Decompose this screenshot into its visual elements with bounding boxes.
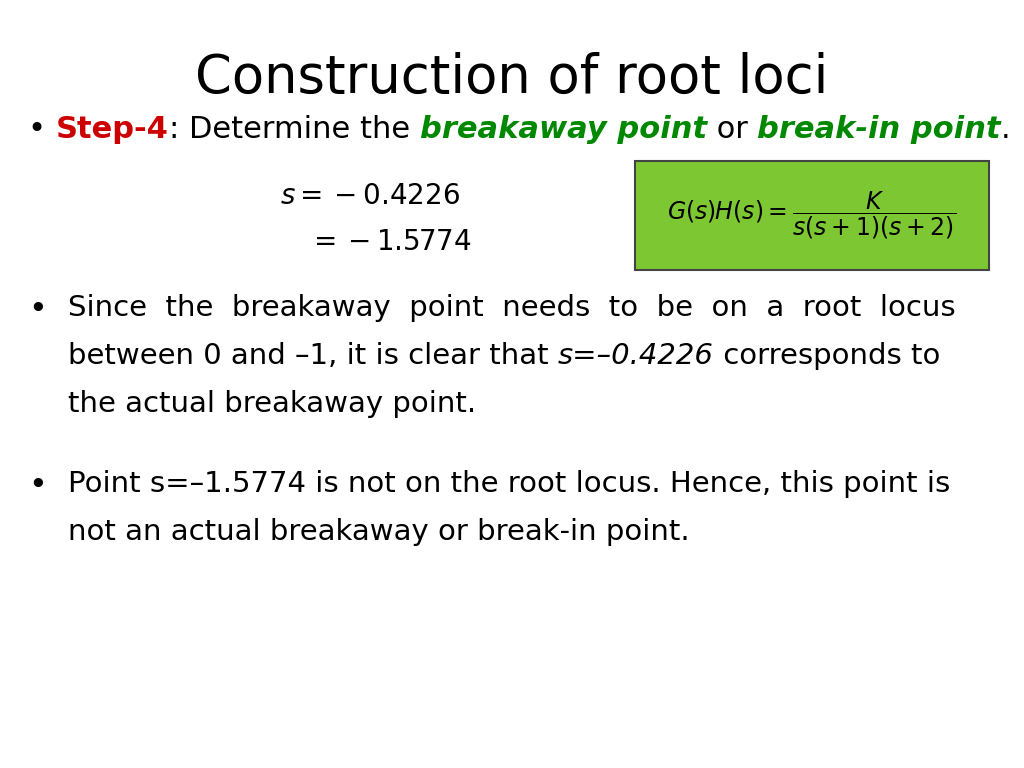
- Text: Construction of root loci: Construction of root loci: [196, 52, 828, 104]
- Text: not an actual breakaway or break-in point.: not an actual breakaway or break-in poin…: [68, 518, 689, 546]
- Text: between 0 and –1, it is clear that: between 0 and –1, it is clear that: [68, 342, 558, 370]
- Text: $= -1.5774$: $= -1.5774$: [308, 228, 472, 256]
- Text: .: .: [1001, 115, 1011, 144]
- Text: $s = -0.4226$: $s = -0.4226$: [280, 182, 460, 210]
- FancyBboxPatch shape: [635, 161, 989, 270]
- Text: $G(s)H(s) = \dfrac{K}{s(s+1)(s+2)}$: $G(s)H(s) = \dfrac{K}{s(s+1)(s+2)}$: [668, 190, 956, 241]
- Text: or: or: [707, 115, 758, 144]
- Text: : Determine the: : Determine the: [169, 115, 420, 144]
- Text: Since  the  breakaway  point  needs  to  be  on  a  root  locus: Since the breakaway point needs to be on…: [68, 294, 955, 322]
- Text: the actual breakaway point.: the actual breakaway point.: [68, 390, 476, 418]
- Text: •: •: [28, 470, 47, 501]
- Text: Step-4: Step-4: [56, 115, 169, 144]
- Text: Point s=–1.5774 is not on the root locus. Hence, this point is: Point s=–1.5774 is not on the root locus…: [68, 470, 950, 498]
- Text: corresponds to: corresponds to: [714, 342, 940, 370]
- Text: break-in point: break-in point: [758, 115, 1001, 144]
- Text: •: •: [28, 115, 56, 144]
- Text: s=–0.4226: s=–0.4226: [558, 342, 714, 370]
- Text: breakaway point: breakaway point: [420, 115, 707, 144]
- Text: •: •: [28, 294, 47, 325]
